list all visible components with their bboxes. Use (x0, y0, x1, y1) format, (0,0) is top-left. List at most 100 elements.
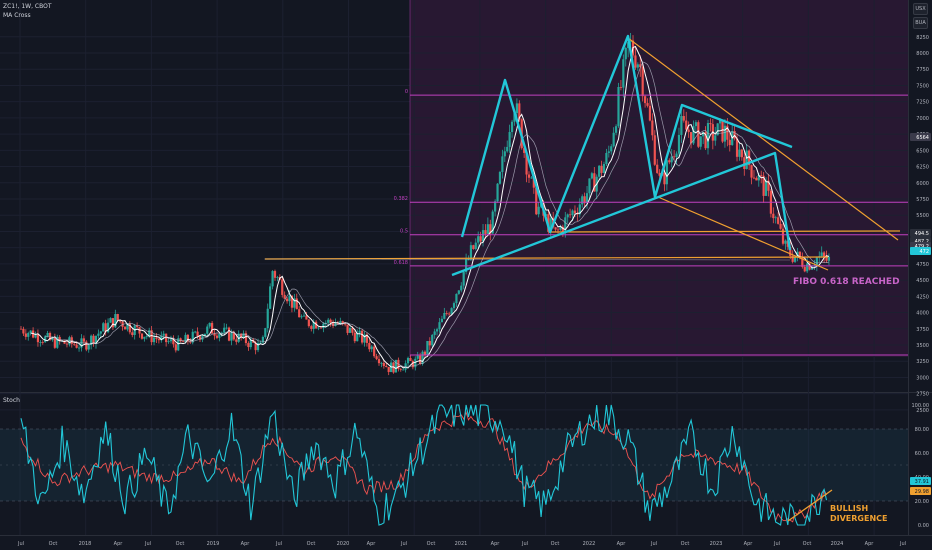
candle-body (273, 271, 277, 278)
time-axis-tick: 2021 (455, 541, 468, 547)
price-axis-tick: 5500 (916, 213, 929, 219)
candle-body (598, 165, 601, 177)
time-axis-tick: Oct (176, 541, 185, 547)
price-axis-tick: 4250 (916, 294, 929, 300)
candle-body (561, 226, 564, 233)
candle-body (469, 245, 473, 260)
stoch-indicator-label[interactable]: Stoch (3, 397, 20, 404)
candle-body (336, 322, 339, 324)
candle-body (443, 312, 446, 319)
price-marker-bg (910, 229, 931, 237)
time-axis-tick: Jul (650, 541, 657, 547)
candle-body (99, 331, 102, 334)
candle-body (452, 303, 456, 309)
candle-body (767, 180, 770, 191)
scale-button[interactable]: BUA (913, 17, 928, 29)
candle-body (486, 224, 489, 234)
candle-body (360, 330, 364, 343)
candle-body (689, 132, 693, 144)
candle-body (718, 120, 722, 124)
fibo-annotation: FIBO 0.618 REACHED (793, 277, 900, 287)
candle-body (380, 362, 383, 364)
candle-body (435, 329, 439, 332)
time-axis-tick: Apr (744, 541, 754, 547)
candle-body (215, 335, 219, 338)
candle-body (779, 223, 782, 229)
candle-body (240, 333, 243, 338)
candle-body (114, 314, 117, 328)
symbol-title[interactable]: ZC1!, 1W, CBOT (3, 3, 52, 10)
candle-body (283, 294, 286, 299)
candle-body (694, 122, 698, 127)
indicator-label[interactable]: MA Cross (3, 12, 31, 19)
price-axis-tick: 2750 (916, 392, 929, 398)
price-axis-tick: 7750 (916, 67, 929, 73)
price-axis-tick: 3250 (916, 359, 929, 365)
candle-body (249, 339, 252, 348)
price-axis-tick: 3750 (916, 327, 929, 333)
candle-body (774, 217, 777, 219)
candle-body (796, 251, 799, 257)
candle-body (227, 327, 231, 341)
candle-body (341, 321, 344, 324)
candle-body (467, 259, 470, 261)
candle-body (484, 230, 487, 234)
time-axis-tick: Apr (491, 541, 501, 547)
candle-body (421, 351, 424, 364)
candle-body (692, 126, 695, 144)
candle-body (82, 338, 85, 342)
time-axis-tick: Jul (144, 541, 151, 547)
axes-layer: 8250800077507500725070006750650062506000… (0, 35, 932, 550)
time-axis-tick: Apr (241, 541, 251, 547)
candle-body (285, 298, 289, 302)
drawings-layer[interactable]: 0 0.382 0.5 0.618 FIBO 0.618 REACHED (263, 0, 908, 357)
candle-body (772, 213, 775, 219)
candles-layer[interactable] (19, 32, 831, 376)
candle-body (716, 123, 719, 136)
currency-button[interactable]: USX (913, 3, 928, 15)
time-axis-tick: Jul (521, 541, 528, 547)
candle-body (508, 132, 511, 147)
candle-body (757, 175, 760, 181)
time-axis-bg (0, 536, 932, 550)
candle-body (619, 86, 623, 88)
candle-body (738, 149, 741, 157)
candle-body (213, 333, 216, 336)
candle-body (656, 164, 659, 173)
candle-body (808, 263, 811, 270)
divergence-annotation-2: DIVERGENCE (830, 514, 888, 523)
candle-body (331, 322, 335, 326)
candle-body (22, 328, 25, 334)
candle-body (537, 206, 540, 215)
candle-body (668, 160, 671, 163)
candle-body (721, 120, 724, 142)
candle-body (223, 327, 226, 333)
candle-body (513, 113, 516, 122)
candle-body (152, 337, 156, 343)
candle-body (111, 318, 115, 328)
candle-body (433, 331, 436, 335)
candle-body (373, 346, 376, 357)
fib-level-label: 0.382 (394, 196, 408, 202)
candle-body (472, 245, 475, 249)
candle-body (646, 103, 649, 106)
candle-body (73, 343, 76, 345)
candle-body (494, 201, 497, 212)
candle-body (573, 210, 577, 214)
candle-body (315, 321, 318, 329)
candle-body (457, 290, 460, 294)
candle-body (510, 121, 514, 133)
candle-body (569, 214, 572, 216)
candle-body (426, 341, 429, 355)
candle-body (675, 153, 678, 158)
candle-body (244, 333, 248, 344)
candle-body (191, 331, 194, 343)
candle-body (474, 242, 477, 249)
candle-body (706, 123, 710, 149)
candle-body (416, 355, 419, 359)
candle-body (634, 55, 637, 68)
candle-body (617, 86, 620, 127)
candle-body (653, 135, 656, 165)
candle-body (501, 156, 504, 172)
